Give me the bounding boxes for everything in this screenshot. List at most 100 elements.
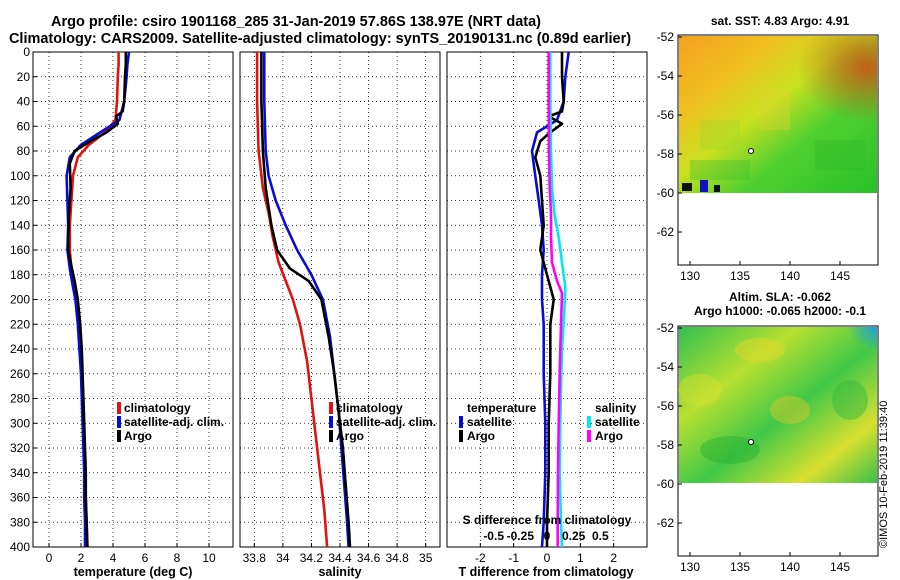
series-line-satellite-adj-clim- bbox=[65, 51, 131, 547]
map-x-tick-label: 130 bbox=[680, 560, 700, 574]
y-tick-label: 120 bbox=[10, 194, 30, 208]
y-tick-label: 60 bbox=[17, 119, 31, 133]
legend-swatch-climatology bbox=[117, 402, 121, 414]
x-tick-label: 33.8 bbox=[243, 551, 267, 565]
legend-swatch-s-satellite bbox=[587, 416, 591, 428]
y-tick-label: 400 bbox=[10, 540, 30, 554]
title-line-2: Climatology: CARS2009. Satellite-adjuste… bbox=[9, 31, 631, 47]
map-y-tick-label: -56 bbox=[657, 108, 675, 122]
salinity-panel: 33.8 34 34.2 34.4 34.6 34.8 35 bbox=[239, 51, 441, 565]
title-line-1: Argo profile: csiro 1901168_285 31-Jan-2… bbox=[51, 14, 541, 30]
map-y-tick-label: -52 bbox=[657, 321, 675, 335]
map-y-tick-label: -52 bbox=[657, 30, 675, 44]
sst-ice-edge bbox=[682, 180, 720, 192]
map-y-tick-label: -60 bbox=[657, 186, 675, 200]
legend-salinity-title: salinity bbox=[595, 401, 637, 415]
map-y-tick-label: -58 bbox=[657, 438, 675, 452]
sst-warm-patch bbox=[679, 36, 877, 193]
legend-satellite-adj: satellite-adj. clim. bbox=[336, 415, 436, 429]
difference-legend: temperature satellite Argo salinity sate… bbox=[459, 401, 640, 443]
sst-map-title: sat. SST: 4.83 Argo: 4.91 bbox=[711, 14, 850, 28]
tdiff-xlabel: T difference from climatology bbox=[458, 565, 633, 579]
map-y-tick-label: -54 bbox=[657, 360, 675, 374]
sst-map-panel: sat. SST: 4.83 Argo: 4.91 bbox=[657, 14, 879, 283]
y-tick-label: 20 bbox=[17, 70, 31, 84]
sdiff-tick-label: -0.5 bbox=[483, 529, 504, 543]
x-tick-label: 0 bbox=[46, 551, 53, 565]
sla-yticks: -52 -54 -56 -58 -60 -62 bbox=[657, 321, 682, 530]
x-tick-label: 34 bbox=[276, 551, 290, 565]
y-tick-label: 340 bbox=[10, 466, 30, 480]
x-tick-label: -2 bbox=[475, 551, 486, 565]
argo-location-marker bbox=[748, 148, 754, 154]
sla-map-title-1: Altim. SLA: -0.062 bbox=[729, 290, 831, 304]
x-tick-label: 34.6 bbox=[357, 551, 381, 565]
sdiff-tick-label: -0.25 bbox=[507, 529, 535, 543]
map-x-tick-label: 135 bbox=[730, 269, 750, 283]
y-tick-label: 180 bbox=[10, 268, 30, 282]
imos-stamp: ©IMOS 10-Feb-2019 11:39:40 bbox=[878, 401, 890, 548]
y-tick-label: 260 bbox=[10, 367, 30, 381]
x-tick-label: 0 bbox=[544, 551, 551, 565]
series-line-temperature-argo bbox=[534, 52, 565, 547]
legend-swatch-argo bbox=[117, 430, 121, 442]
sdiff-tick-label: 0.5 bbox=[592, 529, 609, 543]
x-tick-label: 1 bbox=[577, 551, 584, 565]
map-y-tick-label: -56 bbox=[657, 399, 675, 413]
legend-swatch-satellite bbox=[117, 416, 121, 428]
legend-climatology: climatology bbox=[124, 401, 191, 415]
y-tick-label: 220 bbox=[10, 317, 30, 331]
legend-swatch-argo bbox=[329, 430, 333, 442]
map-y-tick-label: -62 bbox=[657, 225, 675, 239]
y-tick-label: 320 bbox=[10, 441, 30, 455]
x-tick-label: 2 bbox=[78, 551, 85, 565]
map-x-tick-label: 140 bbox=[780, 560, 800, 574]
sdiff-tick-label: 0.25 bbox=[562, 529, 586, 543]
sla-blue-patch bbox=[679, 327, 877, 483]
series-line-satellite-adj-clim- bbox=[263, 52, 350, 548]
legend-climatology: climatology bbox=[336, 401, 403, 415]
x-tick-label: 8 bbox=[174, 551, 181, 565]
legend-t-argo: Argo bbox=[467, 429, 495, 443]
y-tick-label: 40 bbox=[17, 95, 31, 109]
map-y-tick-label: -60 bbox=[657, 477, 675, 491]
legend-s-argo: Argo bbox=[595, 429, 623, 443]
sst-xticks: 130 135 140 145 bbox=[680, 261, 850, 283]
difference-panel: -2 -1 0 1 2 bbox=[446, 51, 648, 565]
map-x-tick-label: 135 bbox=[730, 560, 750, 574]
x-tick-label: 35 bbox=[419, 551, 433, 565]
legend-argo: Argo bbox=[336, 429, 364, 443]
sdiff-tick-label: 0 bbox=[544, 529, 551, 543]
map-y-tick-label: -54 bbox=[657, 69, 675, 83]
x-tick-label: 34.8 bbox=[385, 551, 409, 565]
y-tick-label: 100 bbox=[10, 169, 30, 183]
y-tick-label: 0 bbox=[23, 45, 30, 59]
map-x-tick-label: 140 bbox=[780, 269, 800, 283]
temperature-panel: 0 2 4 6 8 10020406080100120140160180200220240… bbox=[10, 45, 234, 565]
legend-argo: Argo bbox=[124, 429, 152, 443]
y-tick-label: 300 bbox=[10, 416, 30, 430]
sla-xticks: 130 135 140 145 bbox=[680, 552, 850, 574]
y-tick-label: 80 bbox=[17, 144, 31, 158]
y-tick-label: 240 bbox=[10, 342, 30, 356]
legend-swatch-satellite bbox=[329, 416, 333, 428]
sst-texture bbox=[690, 90, 865, 180]
legend-s-satellite: satellite bbox=[595, 415, 640, 429]
argo-location-marker-sla bbox=[748, 439, 754, 445]
legend-swatch-s-argo bbox=[587, 430, 591, 442]
map-y-tick-label: -58 bbox=[657, 147, 675, 161]
temperature-legend: climatology satellite-adj. clim. Argo bbox=[117, 401, 224, 443]
series-line-climatology bbox=[255, 52, 329, 548]
y-tick-label: 360 bbox=[10, 491, 30, 505]
sdiff-label: S difference from climatology bbox=[463, 513, 632, 527]
map-x-tick-label: 145 bbox=[830, 560, 850, 574]
y-tick-label: 200 bbox=[10, 293, 30, 307]
map-x-tick-label: 130 bbox=[680, 269, 700, 283]
x-tick-label: 34.4 bbox=[328, 551, 352, 565]
map-x-tick-label: 145 bbox=[830, 269, 850, 283]
legend-t-satellite: satellite bbox=[467, 415, 512, 429]
y-tick-label: 140 bbox=[10, 218, 30, 232]
legend-temperature-title: temperature bbox=[467, 401, 537, 415]
legend-swatch-climatology bbox=[329, 402, 333, 414]
